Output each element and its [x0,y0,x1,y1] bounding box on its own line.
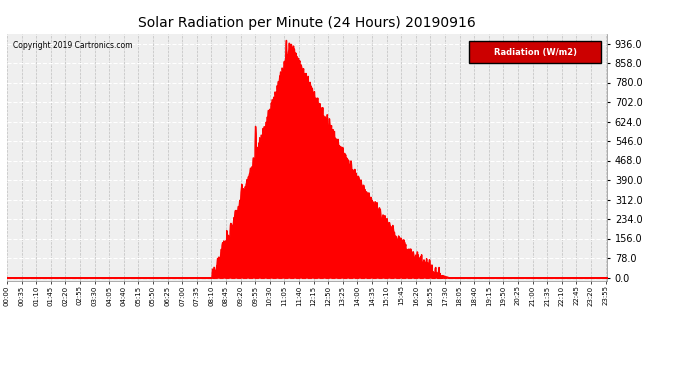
Text: Copyright 2019 Cartronics.com: Copyright 2019 Cartronics.com [13,41,132,50]
Title: Solar Radiation per Minute (24 Hours) 20190916: Solar Radiation per Minute (24 Hours) 20… [138,16,476,30]
Text: Radiation (W/m2): Radiation (W/m2) [493,48,577,57]
FancyBboxPatch shape [469,41,601,63]
